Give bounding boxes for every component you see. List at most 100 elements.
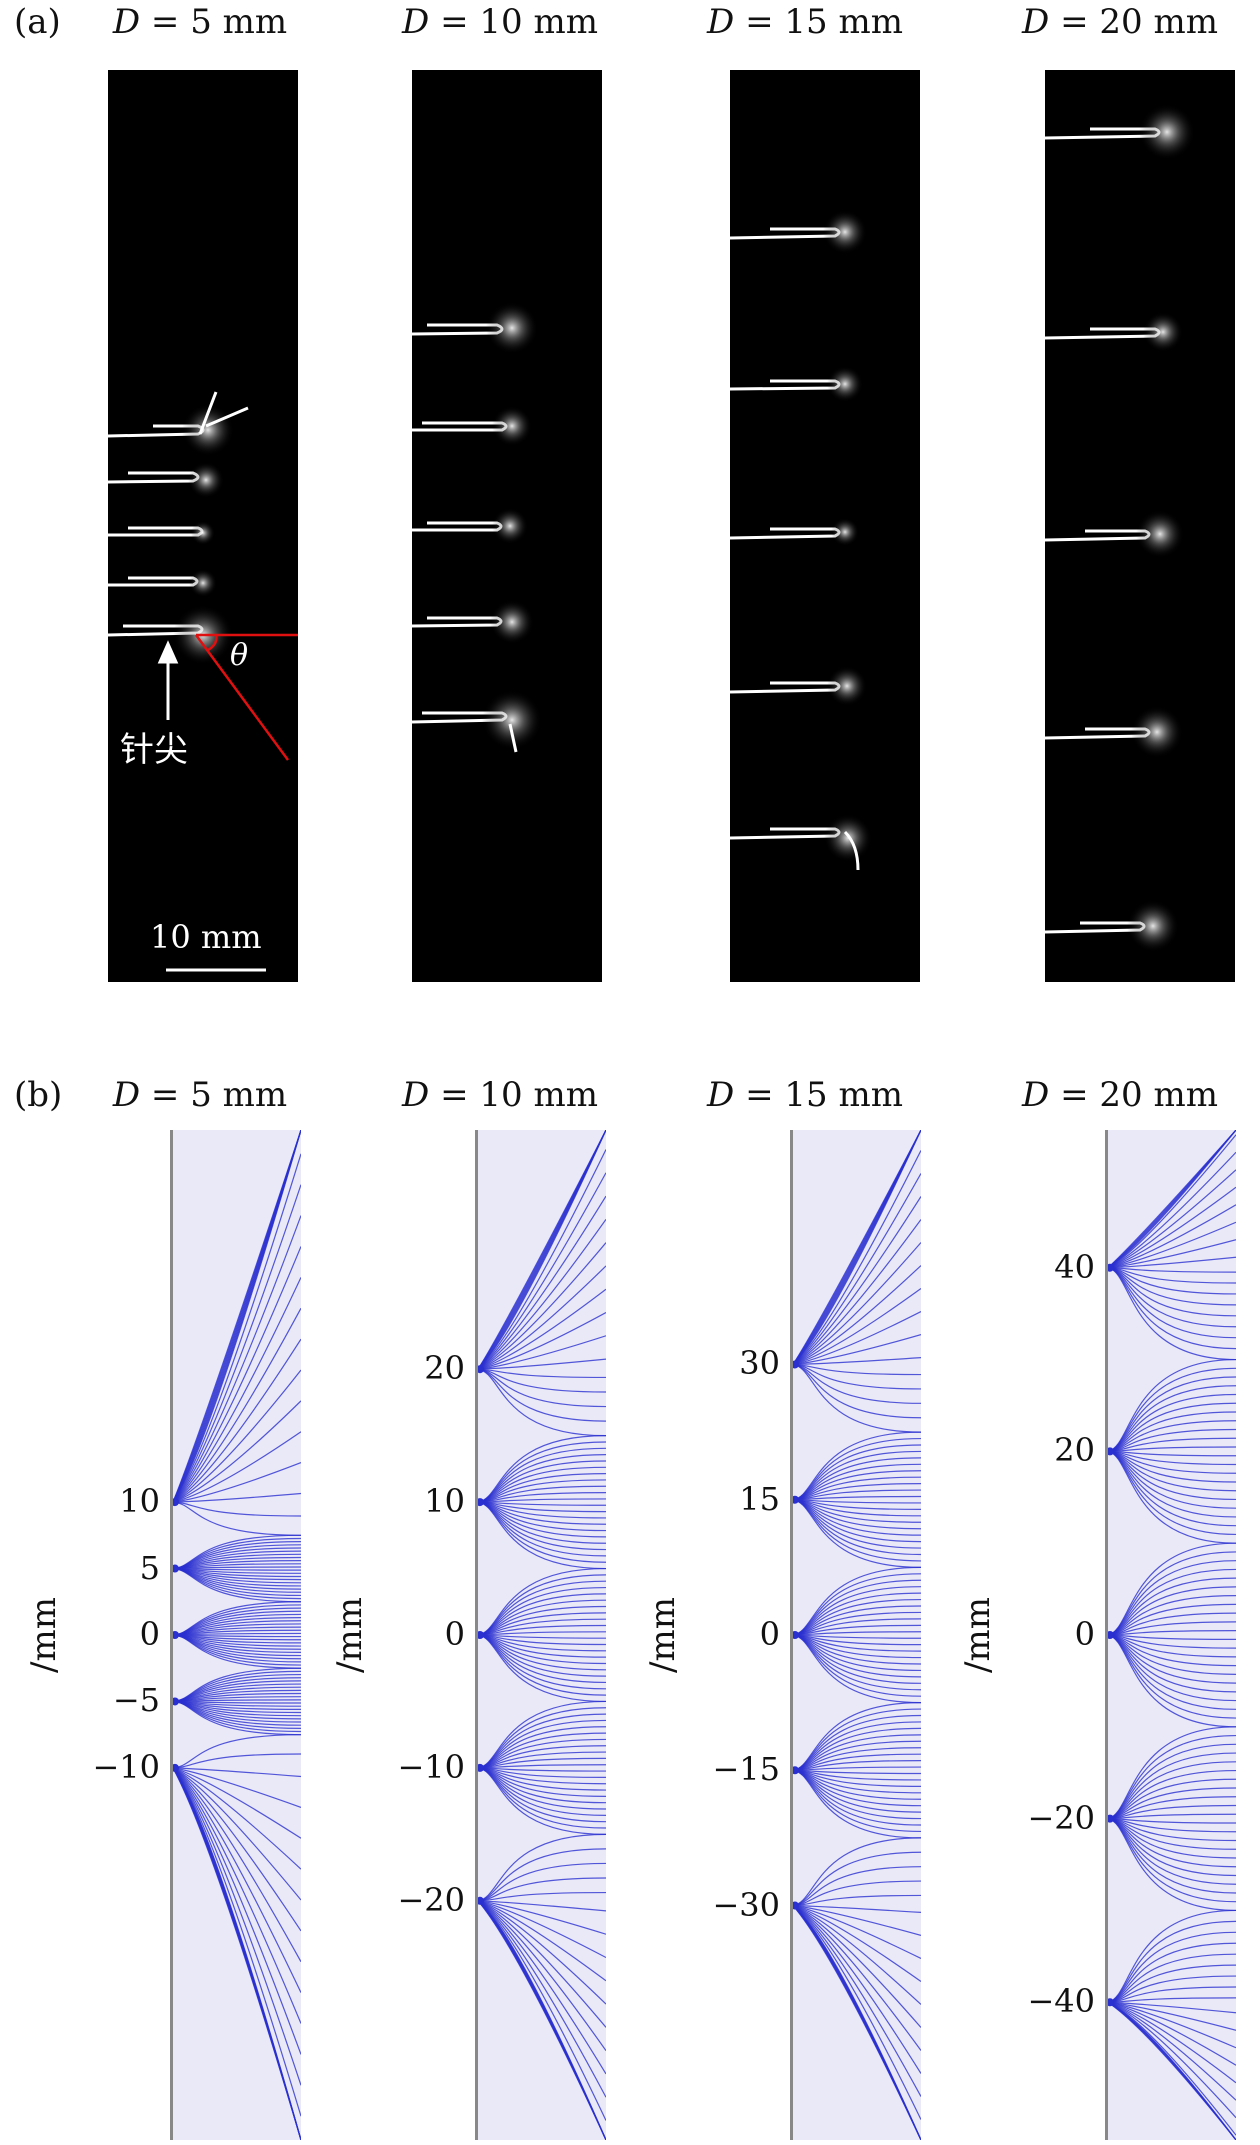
field-sim-d20 [1105, 1130, 1236, 2140]
field-line [793, 1634, 921, 1646]
field-line [1108, 1953, 1236, 2003]
field-line [478, 1900, 606, 1935]
field-line [793, 1150, 921, 1365]
field-line [478, 1501, 606, 1570]
field-line [173, 1130, 301, 1503]
needle-tip-marker [173, 1631, 179, 1639]
field-line [478, 1900, 606, 2028]
field-line [1108, 1239, 1236, 1269]
y-tick-label: 30 [739, 1344, 780, 1383]
needle-tip-marker [173, 1763, 179, 1772]
field-line [173, 1400, 301, 1503]
field-line [1108, 1437, 1236, 1452]
discharge-photo-d20 [1045, 70, 1235, 982]
needle-tip-label: 针尖 [120, 730, 188, 770]
field-line [478, 1130, 606, 1370]
field-line [478, 1900, 606, 1982]
needle-tip-marker [793, 1901, 799, 1910]
discharge-photo-d15 [730, 70, 920, 982]
field-line [478, 1862, 606, 1902]
field-line [1108, 1450, 1236, 1544]
field-line [478, 1368, 606, 1379]
discharge-photo-d5: θ 针尖 10 mm [108, 70, 298, 982]
needle-tip-marker [1108, 1263, 1114, 1272]
field-line [478, 1634, 606, 1646]
needle-tip-marker [793, 1360, 799, 1369]
field-line [173, 1734, 301, 1769]
field-line [173, 1307, 301, 1503]
field-line [793, 1130, 921, 1365]
discharge-photo-d10-drawing [412, 302, 542, 753]
field-line [478, 1130, 606, 1370]
discharge-photo-d15-drawing [730, 210, 872, 871]
field-line [793, 1130, 921, 1365]
field-line [478, 1900, 606, 2005]
y-tick-label: 0 [139, 1615, 160, 1653]
needle-tip-marker [1108, 1814, 1114, 1823]
field-line [1108, 1634, 1236, 1728]
y-tick-label: 20 [424, 1349, 465, 1388]
field-line [1108, 1256, 1236, 1269]
field-line [793, 1363, 921, 1390]
field-line [793, 1769, 921, 1839]
needle-tip-marker [1108, 1447, 1114, 1456]
needle-tip-marker [1108, 1998, 1114, 2007]
field-line [1108, 1909, 1236, 2003]
field-line [478, 1757, 606, 1769]
field-line [1108, 1221, 1236, 1269]
field-line [793, 1851, 921, 1907]
field-line [793, 1363, 921, 1433]
axis-unit-d15: /mm [642, 1597, 683, 1673]
field-line [793, 1905, 921, 2140]
panel-b-title-d20: D = 20 mm [1022, 1075, 1218, 1115]
field-line [793, 1624, 921, 1636]
field-line [1108, 2001, 1236, 2014]
field-line [793, 1905, 921, 2140]
field-line [173, 1431, 301, 1503]
y-tick-label: 0 [444, 1615, 465, 1653]
angle-theta-label: θ [230, 638, 249, 673]
field-line [478, 1501, 606, 1513]
field-line [793, 1130, 921, 1365]
field-line [1108, 1186, 1236, 1269]
y-tick-label: 10 [424, 1482, 465, 1521]
y-tick-label: −5 [112, 1681, 160, 1720]
field-line [173, 1767, 301, 1778]
needle-tip-marker [173, 1498, 179, 1507]
field-line [1108, 1621, 1236, 1636]
y-tick-label: 0 [1074, 1615, 1095, 1653]
field-line [478, 1767, 606, 1778]
field-line [478, 1195, 606, 1370]
field-line [173, 1767, 301, 2117]
field-line [478, 1900, 606, 2140]
y-tick-label: −30 [712, 1885, 780, 1924]
field-line [1108, 1634, 1236, 1649]
y-tick-label: −10 [92, 1747, 160, 1786]
field-line [478, 1848, 606, 1902]
panel-b-title-d10: D = 10 mm [402, 1075, 598, 1115]
field-line [173, 1767, 301, 1870]
field-line [1108, 1267, 1236, 1339]
field-line [793, 1769, 921, 1781]
needle-tip-marker [478, 1763, 484, 1772]
field-line [173, 1246, 301, 1503]
field-line [1108, 1267, 1236, 1284]
field-line [793, 1634, 921, 1704]
field-line [793, 1866, 921, 1907]
needle-tip-marker [173, 1697, 179, 1706]
panel-a-label: (a) [14, 2, 61, 42]
field-line [793, 1499, 921, 1568]
field-line [478, 1335, 606, 1370]
field-line [173, 1462, 301, 1503]
y-tick-label: 40 [1054, 1247, 1095, 1286]
field-line [1108, 1134, 1236, 1269]
field-line [478, 1900, 606, 2121]
field-lines-d15 [793, 1130, 921, 2140]
field-line [478, 1368, 606, 1393]
field-line [173, 1753, 301, 1769]
y-tick-label: −10 [397, 1747, 465, 1786]
field-lines-d10 [478, 1130, 606, 2140]
field-line [478, 1900, 606, 2098]
field-line [1108, 1204, 1236, 1269]
field-line [478, 1634, 606, 1703]
